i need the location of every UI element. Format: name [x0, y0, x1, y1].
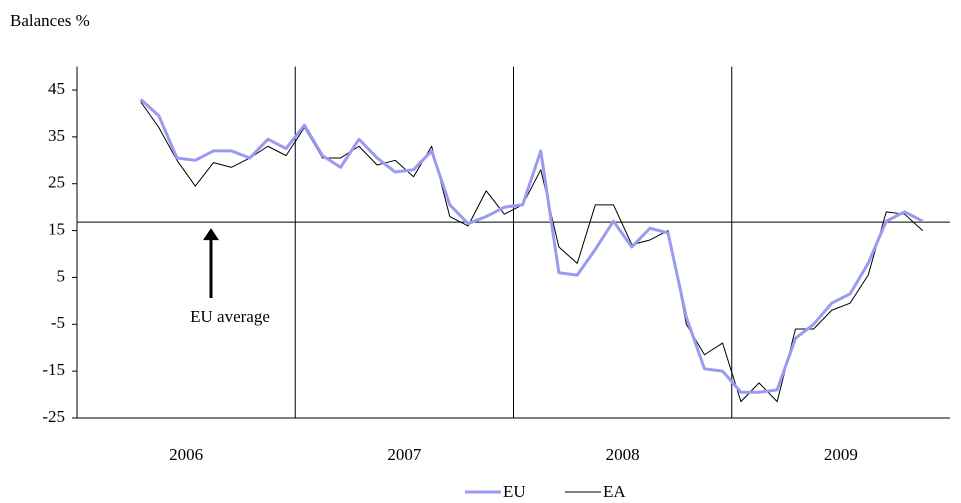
x-tick-label: 2008: [606, 445, 640, 464]
annotation: EU average: [190, 307, 270, 326]
legend-label: EA: [603, 482, 626, 501]
x-tick-label: 2009: [824, 445, 858, 464]
y-tick-label: 35: [48, 126, 65, 145]
x-tick-label: 2007: [387, 445, 422, 464]
annotation-arrowhead: [203, 228, 219, 241]
y-tick-label: 25: [48, 173, 65, 192]
y-axis-label: Balances %: [10, 11, 90, 30]
y-tick-label: 15: [48, 219, 65, 238]
series-line: [140, 101, 924, 403]
legend-label: EU: [503, 482, 526, 501]
y-tick-label: 45: [48, 79, 65, 98]
y-tick-label: 5: [57, 266, 66, 285]
x-tick-label: 2006: [169, 445, 203, 464]
y-tick-label: -25: [42, 407, 65, 426]
y-tick-label: -5: [51, 313, 65, 332]
y-tick-label: -15: [42, 360, 65, 379]
series-line: [139, 98, 924, 394]
